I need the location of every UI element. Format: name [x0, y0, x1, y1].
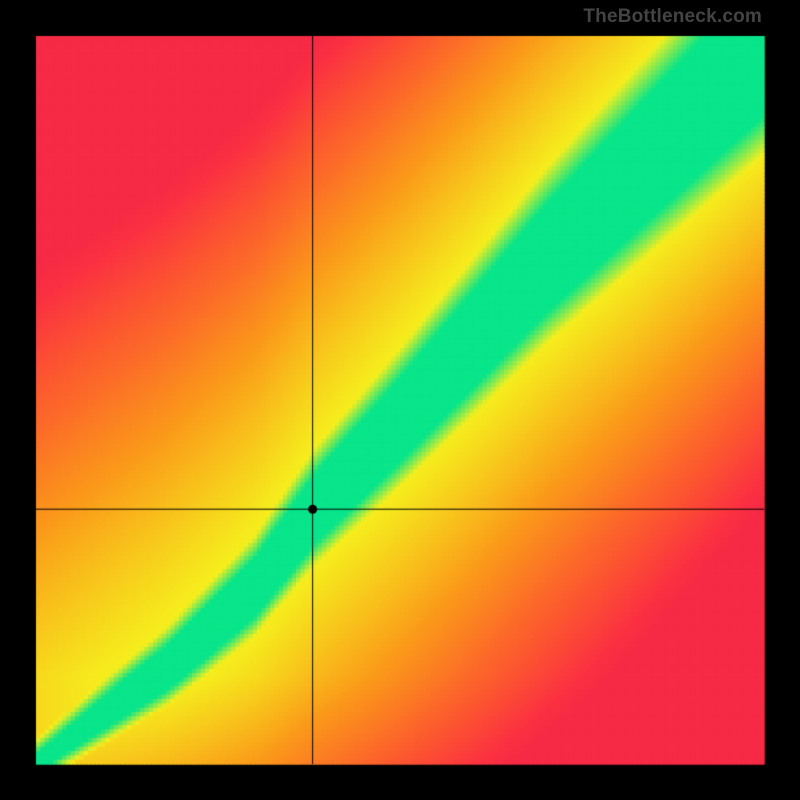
watermark-text: TheBottleneck.com: [583, 6, 762, 28]
heatmap-canvas: [0, 0, 800, 800]
chart-container: TheBottleneck.com: [0, 0, 800, 800]
